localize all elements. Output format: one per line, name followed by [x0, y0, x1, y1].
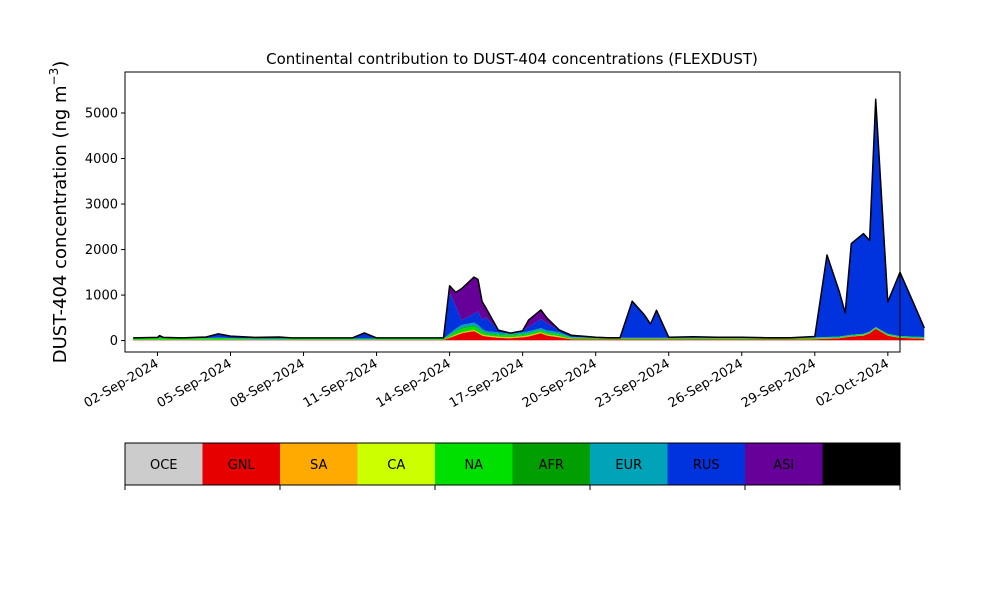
legend-frame [124, 442, 901, 486]
legend-label: GNL [228, 458, 256, 473]
y-axis-label-close: ) [50, 61, 71, 68]
y-axis-label-superscript: −3 [47, 68, 61, 86]
x-axis: 02-Sep-202405-Sep-202408-Sep-202411-Sep-… [82, 352, 892, 411]
x-tick-label: 26-Sep-2024 [666, 356, 746, 411]
legend-label: AFR [539, 458, 564, 473]
legend-swatch [512, 443, 591, 485]
plot-area [124, 71, 925, 353]
legend-label: OCE [150, 458, 178, 473]
legend: OCE GNL SA CA NA AFR EUR RUS ASI AUS [124, 442, 901, 490]
y-tick-label: 1000 [85, 289, 118, 304]
x-tick-label: 02-Oct-2024 [813, 356, 891, 410]
x-tick-label: 23-Sep-2024 [593, 356, 673, 411]
legend-label: ASI [773, 458, 794, 473]
chart-title: Continental contribution to DUST-404 con… [266, 50, 758, 68]
legend-swatch [357, 443, 436, 485]
legend-label: CA [387, 458, 405, 473]
y-tick-label: 0 [110, 334, 118, 349]
y-axis-label-text: DUST-404 concentration (ng m [50, 85, 71, 363]
legend-label: RUS [693, 458, 720, 473]
x-tick-label: 11-Sep-2024 [301, 356, 381, 411]
legend-label: EUR [615, 458, 642, 473]
y-tick-label: 3000 [85, 198, 118, 213]
y-tick-label: 4000 [85, 152, 118, 167]
x-tick-label: 17-Sep-2024 [447, 356, 527, 411]
x-tick-label: 08-Sep-2024 [228, 356, 308, 411]
legend-swatch [280, 443, 358, 485]
total-concentration-line [133, 98, 925, 339]
area-series-aus [133, 99, 925, 338]
legend-swatch [667, 443, 746, 485]
area-series-gnl [133, 328, 925, 341]
x-tick-label: 29-Sep-2024 [739, 356, 819, 411]
x-tick-label: 05-Sep-2024 [155, 356, 235, 411]
area-series-na [133, 326, 925, 340]
x-tick-label: 02-Sep-2024 [82, 356, 162, 411]
x-tick-label: 20-Sep-2024 [520, 356, 600, 411]
legend-label: SA [310, 458, 327, 473]
area-series-asi [133, 99, 925, 338]
legend-swatch [202, 443, 281, 485]
legend-swatch [590, 443, 668, 485]
plot-frame [124, 71, 901, 353]
legend-swatch [125, 443, 203, 485]
y-axis-label: DUST-404 concentration (ng m−3) [47, 61, 71, 364]
legend-swatch [745, 443, 823, 485]
x-tick-label: 14-Sep-2024 [374, 356, 454, 411]
legend-swatch [435, 443, 513, 485]
y-tick-label: 5000 [85, 106, 118, 121]
legend-swatch [822, 443, 901, 485]
legend-label: AUS [848, 458, 875, 473]
legend-label: NA [464, 458, 483, 473]
y-axis: 0 1000 2000 3000 4000 5000 [85, 106, 125, 349]
area-series-rus [133, 99, 925, 339]
y-tick-label: 2000 [85, 243, 118, 258]
